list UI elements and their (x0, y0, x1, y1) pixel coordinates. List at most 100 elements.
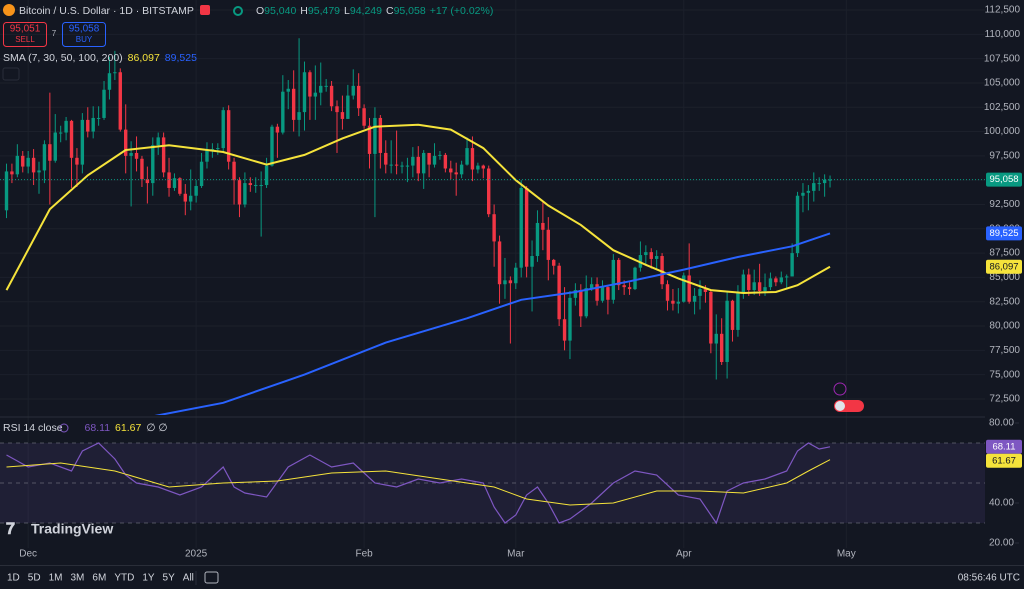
candle-body (633, 267, 637, 290)
candle-body (319, 85, 323, 93)
price-tag (986, 226, 1022, 241)
candle-body (86, 119, 90, 132)
candle-body (438, 154, 442, 156)
rsi-line (6, 442, 831, 525)
range-button[interactable]: 3M (71, 573, 85, 584)
candle-body (183, 193, 187, 202)
candle-body (606, 287, 610, 300)
range-button[interactable]: 5D (28, 573, 41, 584)
candle-body (568, 297, 572, 341)
range-button[interactable]: 1M (49, 573, 63, 584)
sma-value: 86,097 (128, 52, 160, 64)
candle-body (617, 259, 621, 286)
price-tag (986, 259, 1022, 274)
y-tick-label: 77,500 (989, 345, 1020, 356)
sell-button[interactable] (3, 22, 47, 47)
range-button[interactable]: YTD (114, 573, 134, 584)
price-tag-label: 86,097 (989, 261, 1018, 272)
rsi-icon (59, 423, 69, 433)
candle-body (134, 152, 139, 159)
btc-icon (3, 4, 15, 16)
range-button[interactable]: 5Y (163, 573, 176, 584)
candle-body (795, 195, 800, 254)
candle-body (237, 180, 242, 205)
x-tick-label: Mar (507, 549, 525, 560)
candle-body (384, 152, 388, 165)
candle-body (329, 85, 334, 107)
candle-body (129, 152, 133, 156)
ohlc-key: H (300, 5, 308, 17)
candle-body (671, 300, 675, 304)
candle-body (562, 319, 567, 341)
candle-body (736, 292, 740, 330)
sma-legend: SMA (7, 30, 50, 100, 200) 86,097 89,525 (3, 52, 197, 64)
candle-body (627, 287, 632, 290)
x-tick-label: Dec (19, 549, 37, 560)
range-button[interactable]: 6M (92, 573, 106, 584)
candle-body (828, 179, 832, 181)
price-tag-label: 61.67 (992, 455, 1016, 466)
collapse-button[interactable] (2, 67, 20, 81)
ohlc-value: 95,040 (264, 5, 296, 17)
y-tick-label: 92,500 (989, 199, 1020, 210)
spread: 7 (52, 29, 57, 38)
candle-body (595, 284, 599, 301)
range-button[interactable]: 1Y (142, 573, 155, 584)
event-flag[interactable] (835, 401, 845, 411)
price-pane (0, 38, 985, 415)
candle-body (308, 72, 312, 97)
candle-body (69, 120, 74, 158)
candle-body (459, 164, 464, 175)
candle-body (508, 280, 513, 284)
candle-body (248, 183, 253, 186)
candle-body (356, 85, 361, 109)
rsi-extra: ∅ ∅ (146, 422, 167, 434)
range-button[interactable]: 1D (7, 573, 20, 584)
candle-body (96, 117, 101, 119)
range-button[interactable]: All (183, 573, 194, 584)
candle-body (817, 183, 821, 185)
candle-body (21, 155, 25, 167)
candle-body (226, 110, 231, 162)
candle-body (465, 148, 469, 165)
candle-body (709, 291, 713, 344)
flag-icon[interactable] (200, 5, 210, 15)
buy-price: 95,058 (69, 24, 100, 35)
y-tick-label: 87,500 (989, 248, 1020, 259)
candle-body (362, 108, 366, 126)
ohlc-value: 95,479 (308, 5, 340, 17)
candle-body (768, 278, 773, 288)
candle-body (541, 222, 545, 230)
candle-body (519, 187, 523, 268)
x-tick-label: May (837, 549, 856, 560)
candle-body (297, 112, 301, 120)
calendar-button[interactable] (204, 571, 219, 584)
candle-body (535, 222, 540, 257)
candle-body (822, 179, 827, 184)
sma-title: SMA (7, 30, 50, 100, 200) (3, 52, 123, 64)
clock: 08:56:46 UTC (958, 573, 1020, 584)
candle-body (378, 117, 383, 153)
candle-body (514, 267, 518, 284)
y-tick-label: 85,000 (989, 272, 1020, 283)
ohlc-key: O (256, 5, 264, 17)
event-icon[interactable] (833, 382, 847, 396)
buy-button[interactable] (62, 22, 106, 47)
candle-body (199, 161, 204, 187)
candle-body (497, 241, 502, 285)
candle-body (58, 132, 63, 134)
symbol: Bitcoin / U.S. Dollar · 1D · BITSTAMP (19, 5, 194, 17)
sma-value: 89,525 (165, 52, 197, 64)
y-tick-label: 102,500 (984, 102, 1021, 113)
sma-line (154, 232, 831, 415)
candle-body (801, 192, 805, 196)
candle-body (644, 252, 648, 256)
candle-body (210, 149, 215, 151)
candle-body (75, 157, 79, 165)
candle-body (530, 256, 534, 267)
candle-body (281, 91, 285, 133)
y-tick-label: 82,500 (989, 296, 1020, 307)
candle-body (118, 72, 122, 130)
candle-body (476, 165, 480, 170)
candle-body (503, 280, 507, 285)
